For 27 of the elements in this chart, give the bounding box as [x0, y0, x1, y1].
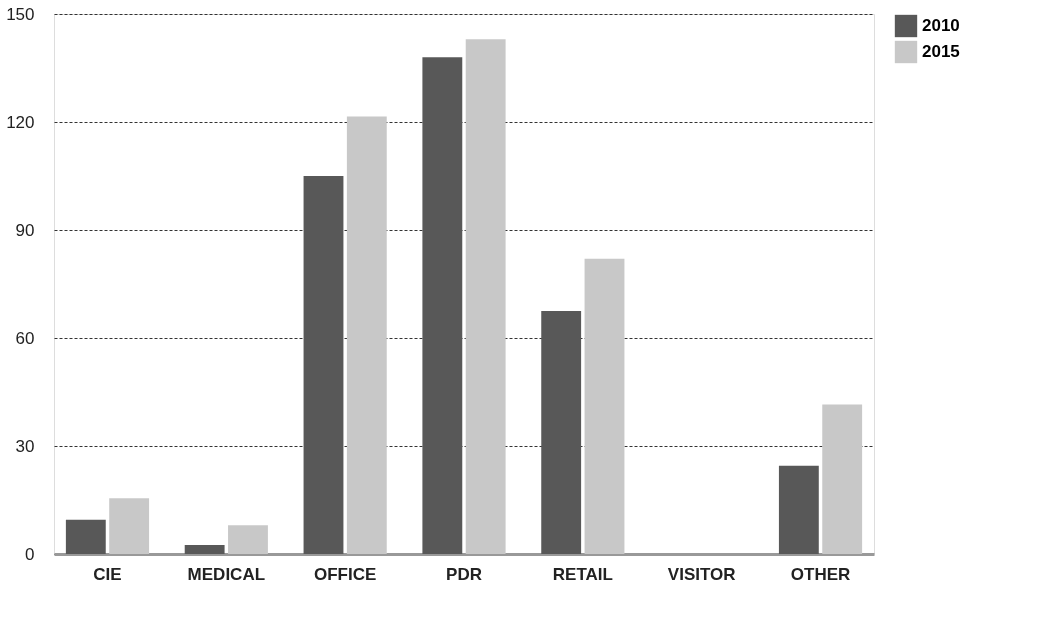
- bar: [184, 545, 225, 554]
- legend-label: 2015: [922, 42, 960, 61]
- x-tick-label: VISITOR: [667, 564, 736, 584]
- bar: [541, 311, 582, 554]
- x-tick-label: OFFICE: [313, 564, 377, 584]
- bar: [778, 465, 819, 554]
- x-tick-label: CIE: [93, 564, 122, 584]
- bar: [228, 525, 268, 554]
- x-tick-label: MEDICAL: [187, 564, 266, 584]
- y-tick-label: 150: [6, 4, 35, 24]
- y-tick-label: 120: [6, 112, 35, 132]
- bar: [422, 57, 463, 554]
- bar: [109, 498, 150, 554]
- legend-label: 2010: [922, 16, 960, 35]
- x-tick-label: OTHER: [790, 564, 851, 584]
- bar: [584, 258, 625, 554]
- bar: [65, 519, 106, 554]
- bar: [346, 116, 387, 554]
- y-tick-label: 0: [25, 544, 35, 564]
- y-tick-label: 30: [15, 436, 35, 456]
- y-tick-label: 60: [15, 328, 35, 348]
- x-tick-label: PDR: [446, 564, 482, 584]
- y-tick-label: 90: [15, 220, 35, 240]
- bar: [303, 176, 344, 554]
- bar: [465, 39, 506, 554]
- x-tick-label: RETAIL: [552, 564, 613, 584]
- bar: [822, 404, 863, 554]
